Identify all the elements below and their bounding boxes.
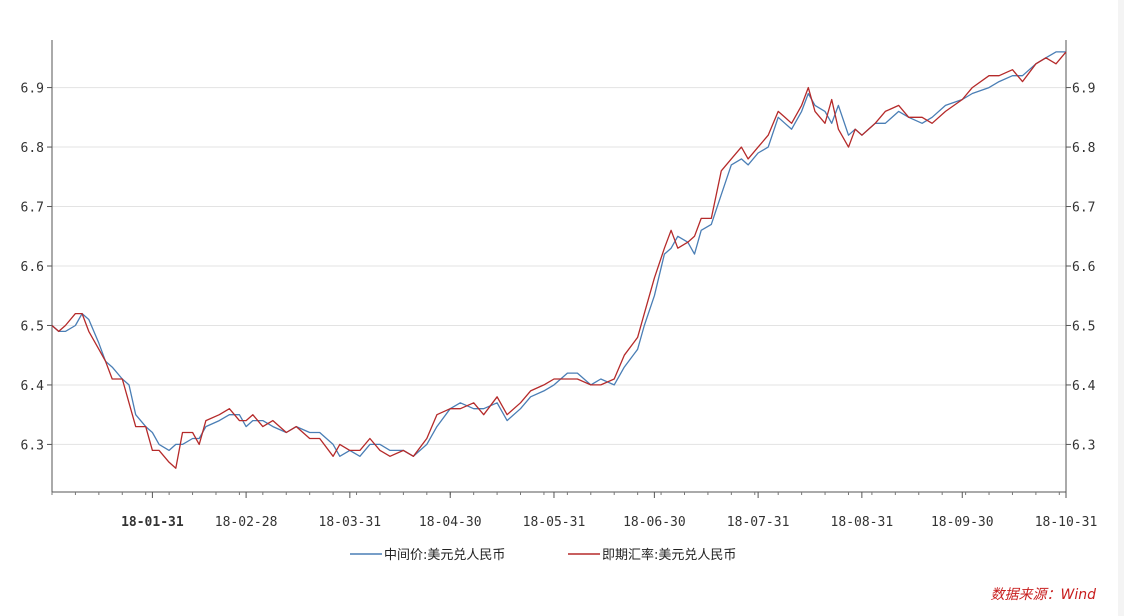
data-source-note: 数据来源：Wind	[990, 587, 1097, 603]
x-tick-label-3: 18-04-30	[419, 515, 482, 530]
y-right-tick-label-1: 6.4	[1072, 379, 1096, 394]
y-axis-right-ticks: 6.3 6.4 6.5 6.6 6.7 6.8 6.9	[1066, 82, 1096, 453]
grid-lines	[52, 87, 1066, 445]
y-axis-left-ticks: 6.3 6.4 6.5 6.6 6.7 6.8 6.9	[21, 82, 52, 453]
series-line-1	[51, 51, 1067, 469]
series-lines	[51, 51, 1067, 469]
x-tick-label-9: 18-10-31	[1035, 515, 1098, 530]
y-left-tick-label-3: 6.6	[21, 260, 44, 275]
legend-label-0: 中间价:美元兑人民币	[384, 548, 505, 563]
x-tick-label-5: 18-06-30	[623, 515, 686, 530]
series-line-0	[51, 51, 1066, 457]
legend: 中间价:美元兑人民币 即期汇率:美元兑人民币	[350, 547, 736, 563]
y-left-tick-label-5: 6.8	[21, 141, 44, 156]
x-tick-label-0: 18-01-31	[121, 515, 184, 530]
x-tick-label-8: 18-09-30	[931, 515, 994, 530]
x-tick-label-1: 18-02-28	[215, 515, 278, 530]
y-right-tick-label-4: 6.7	[1072, 201, 1095, 216]
x-tick-label-6: 18-07-31	[727, 515, 790, 530]
x-tick-label-4: 18-05-31	[523, 515, 586, 530]
legend-label-1: 即期汇率:美元兑人民币	[602, 547, 736, 563]
y-right-tick-label-0: 6.3	[1072, 438, 1095, 453]
y-left-tick-label-0: 6.3	[21, 438, 44, 453]
x-axis-ticks: 18-01-31 18-02-28 18-03-31 18-04-30 18-05-31…	[51, 492, 1098, 530]
x-tick-label-2: 18-03-31	[319, 515, 382, 530]
y-right-tick-label-2: 6.5	[1072, 319, 1095, 334]
x-tick-label-7: 18-08-31	[831, 515, 894, 530]
y-left-tick-label-4: 6.7	[21, 201, 44, 216]
y-right-tick-label-6: 6.9	[1072, 82, 1095, 97]
y-left-tick-label-2: 6.5	[21, 319, 44, 334]
y-right-tick-label-5: 6.8	[1072, 141, 1095, 156]
y-right-tick-label-3: 6.6	[1072, 260, 1095, 275]
y-left-tick-label-6: 6.9	[21, 82, 44, 97]
y-left-tick-label-1: 6.4	[21, 379, 45, 394]
